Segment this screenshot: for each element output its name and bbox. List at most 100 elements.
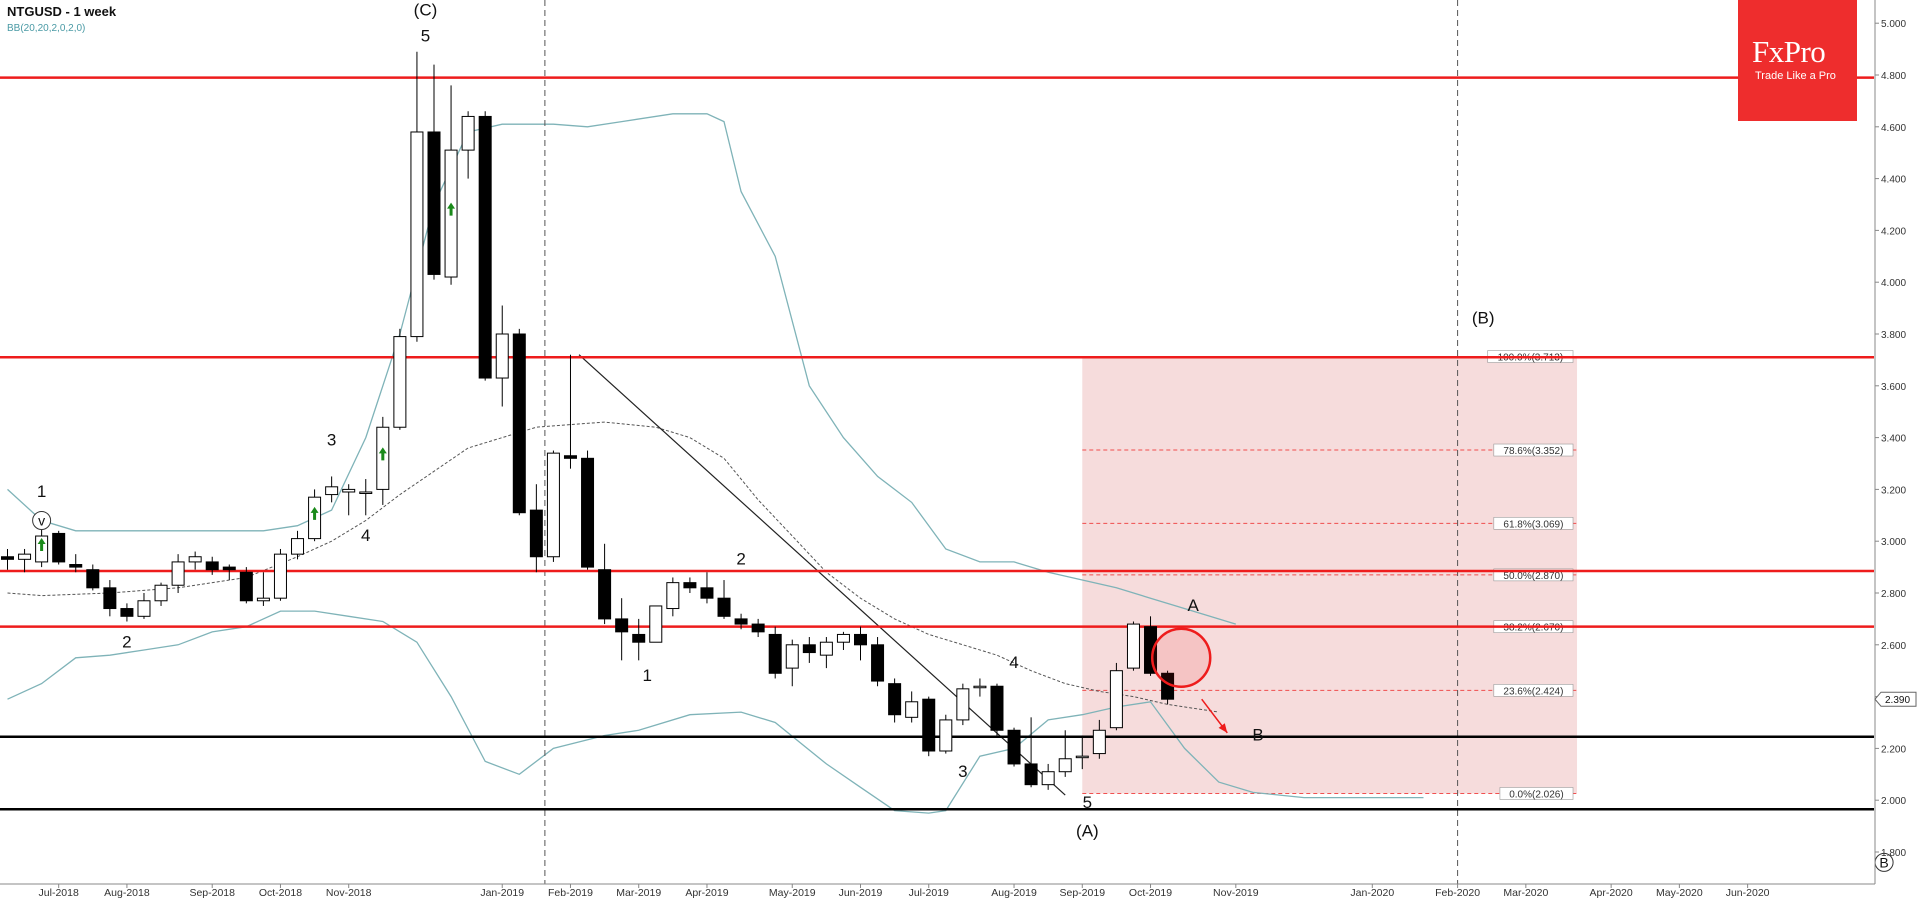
candle	[666, 577, 680, 617]
candle-body	[1007, 729, 1021, 765]
x-tick-label: Sep-2018	[189, 887, 235, 898]
candle-body	[836, 633, 850, 643]
candle-body	[632, 633, 646, 643]
candle	[563, 354, 577, 469]
candle	[86, 564, 100, 591]
candle-body	[171, 561, 185, 586]
fib-level-box	[1499, 787, 1574, 800]
highlight-circle	[1150, 627, 1212, 688]
buy-signal-arrow-icon	[37, 537, 46, 551]
wave-label: 3	[958, 762, 967, 781]
candle-body	[700, 587, 714, 599]
candle-body	[1075, 755, 1089, 759]
y-tick-label: 3.200	[1881, 485, 1906, 496]
indicator-label: BB(20,20,2,0,2,0)	[7, 23, 86, 34]
candle-body	[410, 131, 424, 338]
x-tick-label: Jan-2019	[480, 887, 524, 898]
candle	[239, 567, 253, 604]
candle	[154, 582, 168, 606]
candle	[1024, 717, 1038, 788]
candle-body	[1041, 771, 1055, 786]
wave-label: A	[1187, 596, 1199, 615]
candle	[256, 572, 270, 606]
y-tick-label: 3.600	[1881, 382, 1906, 393]
candle	[598, 543, 612, 625]
candle-body	[734, 618, 748, 625]
candle-body	[666, 582, 680, 610]
candle	[939, 714, 953, 754]
candle	[495, 305, 509, 407]
candle	[18, 548, 32, 573]
y-tick-label: 2.800	[1881, 589, 1906, 600]
wave-label: (B)	[1472, 309, 1495, 328]
y-tick-label: 4.600	[1881, 123, 1906, 134]
candle-body	[52, 532, 66, 563]
candle-body	[103, 587, 117, 610]
candle	[69, 554, 83, 573]
x-tick-label: May-2019	[769, 887, 816, 898]
candle	[1092, 719, 1106, 759]
candle-body	[461, 115, 475, 151]
candle-body	[598, 569, 612, 620]
candle-body	[546, 452, 560, 558]
candle	[325, 476, 339, 503]
candle	[529, 484, 543, 573]
candle-body	[802, 644, 816, 654]
x-tick-label: Jun-2019	[839, 887, 883, 898]
candle	[700, 572, 714, 604]
candle	[205, 556, 219, 575]
candle-body	[563, 455, 577, 459]
wave-label: 5	[1083, 793, 1092, 812]
x-tick-label: Feb-2019	[548, 887, 593, 898]
candle	[546, 450, 560, 562]
candle	[1109, 662, 1123, 731]
trend-lines	[544, 0, 1459, 884]
x-tick-label: Aug-2018	[104, 887, 150, 898]
bollinger-middle	[7, 421, 1219, 713]
candle-body	[478, 115, 492, 379]
candle	[649, 605, 663, 643]
candle-body	[939, 719, 953, 752]
candle	[427, 64, 441, 280]
x-tick-label: Apr-2019	[685, 887, 728, 898]
candle	[1041, 763, 1055, 790]
fib-level-label: 38.2%(2.670)	[1503, 623, 1563, 634]
candle	[1058, 730, 1072, 777]
candle	[717, 580, 731, 619]
x-tick-label: Jul-2019	[909, 887, 949, 898]
brand-name: FxPro	[1752, 34, 1826, 69]
candle-body	[86, 569, 100, 589]
fib-level-label: 0.0%(2.026)	[1509, 789, 1563, 800]
x-tick-label: Apr-2020	[1590, 887, 1633, 898]
wave-annotations: 1 2 3 4 5 (C) 1 2 3 4 5 (A) A B (B) v B	[32, 0, 1894, 872]
wave-label: (A)	[1076, 821, 1099, 840]
x-tick-label: Jul-2018	[39, 887, 79, 898]
candle-body	[1109, 670, 1123, 729]
wave-label: 4	[1009, 653, 1018, 672]
wave-label: 3	[327, 430, 336, 449]
fib-level-box	[1493, 517, 1574, 530]
candle-body	[205, 561, 219, 571]
candle-body	[342, 488, 356, 493]
candle-body	[256, 597, 270, 602]
candle	[888, 678, 902, 723]
candle	[137, 593, 151, 619]
candle-body	[785, 644, 799, 669]
candle	[990, 683, 1004, 736]
fib-level-label: 50.0%(2.870)	[1503, 571, 1563, 582]
candle	[683, 577, 697, 593]
candle-body	[273, 553, 287, 599]
candle	[342, 484, 356, 516]
candle	[222, 564, 236, 581]
x-tick-label: Mar-2020	[1503, 887, 1548, 898]
x-tick-label: Aug-2019	[991, 887, 1037, 898]
x-tick-label: Nov-2018	[326, 887, 372, 898]
y-tick-label: 1.800	[1881, 848, 1906, 859]
candle	[291, 530, 305, 560]
current-price-label: 2.390	[1885, 695, 1910, 706]
candle-body	[120, 608, 134, 617]
wave-label: (C)	[414, 0, 438, 19]
current-price-marker	[1874, 691, 1917, 707]
fib-level-label: 78.6%(3.352)	[1503, 446, 1563, 457]
